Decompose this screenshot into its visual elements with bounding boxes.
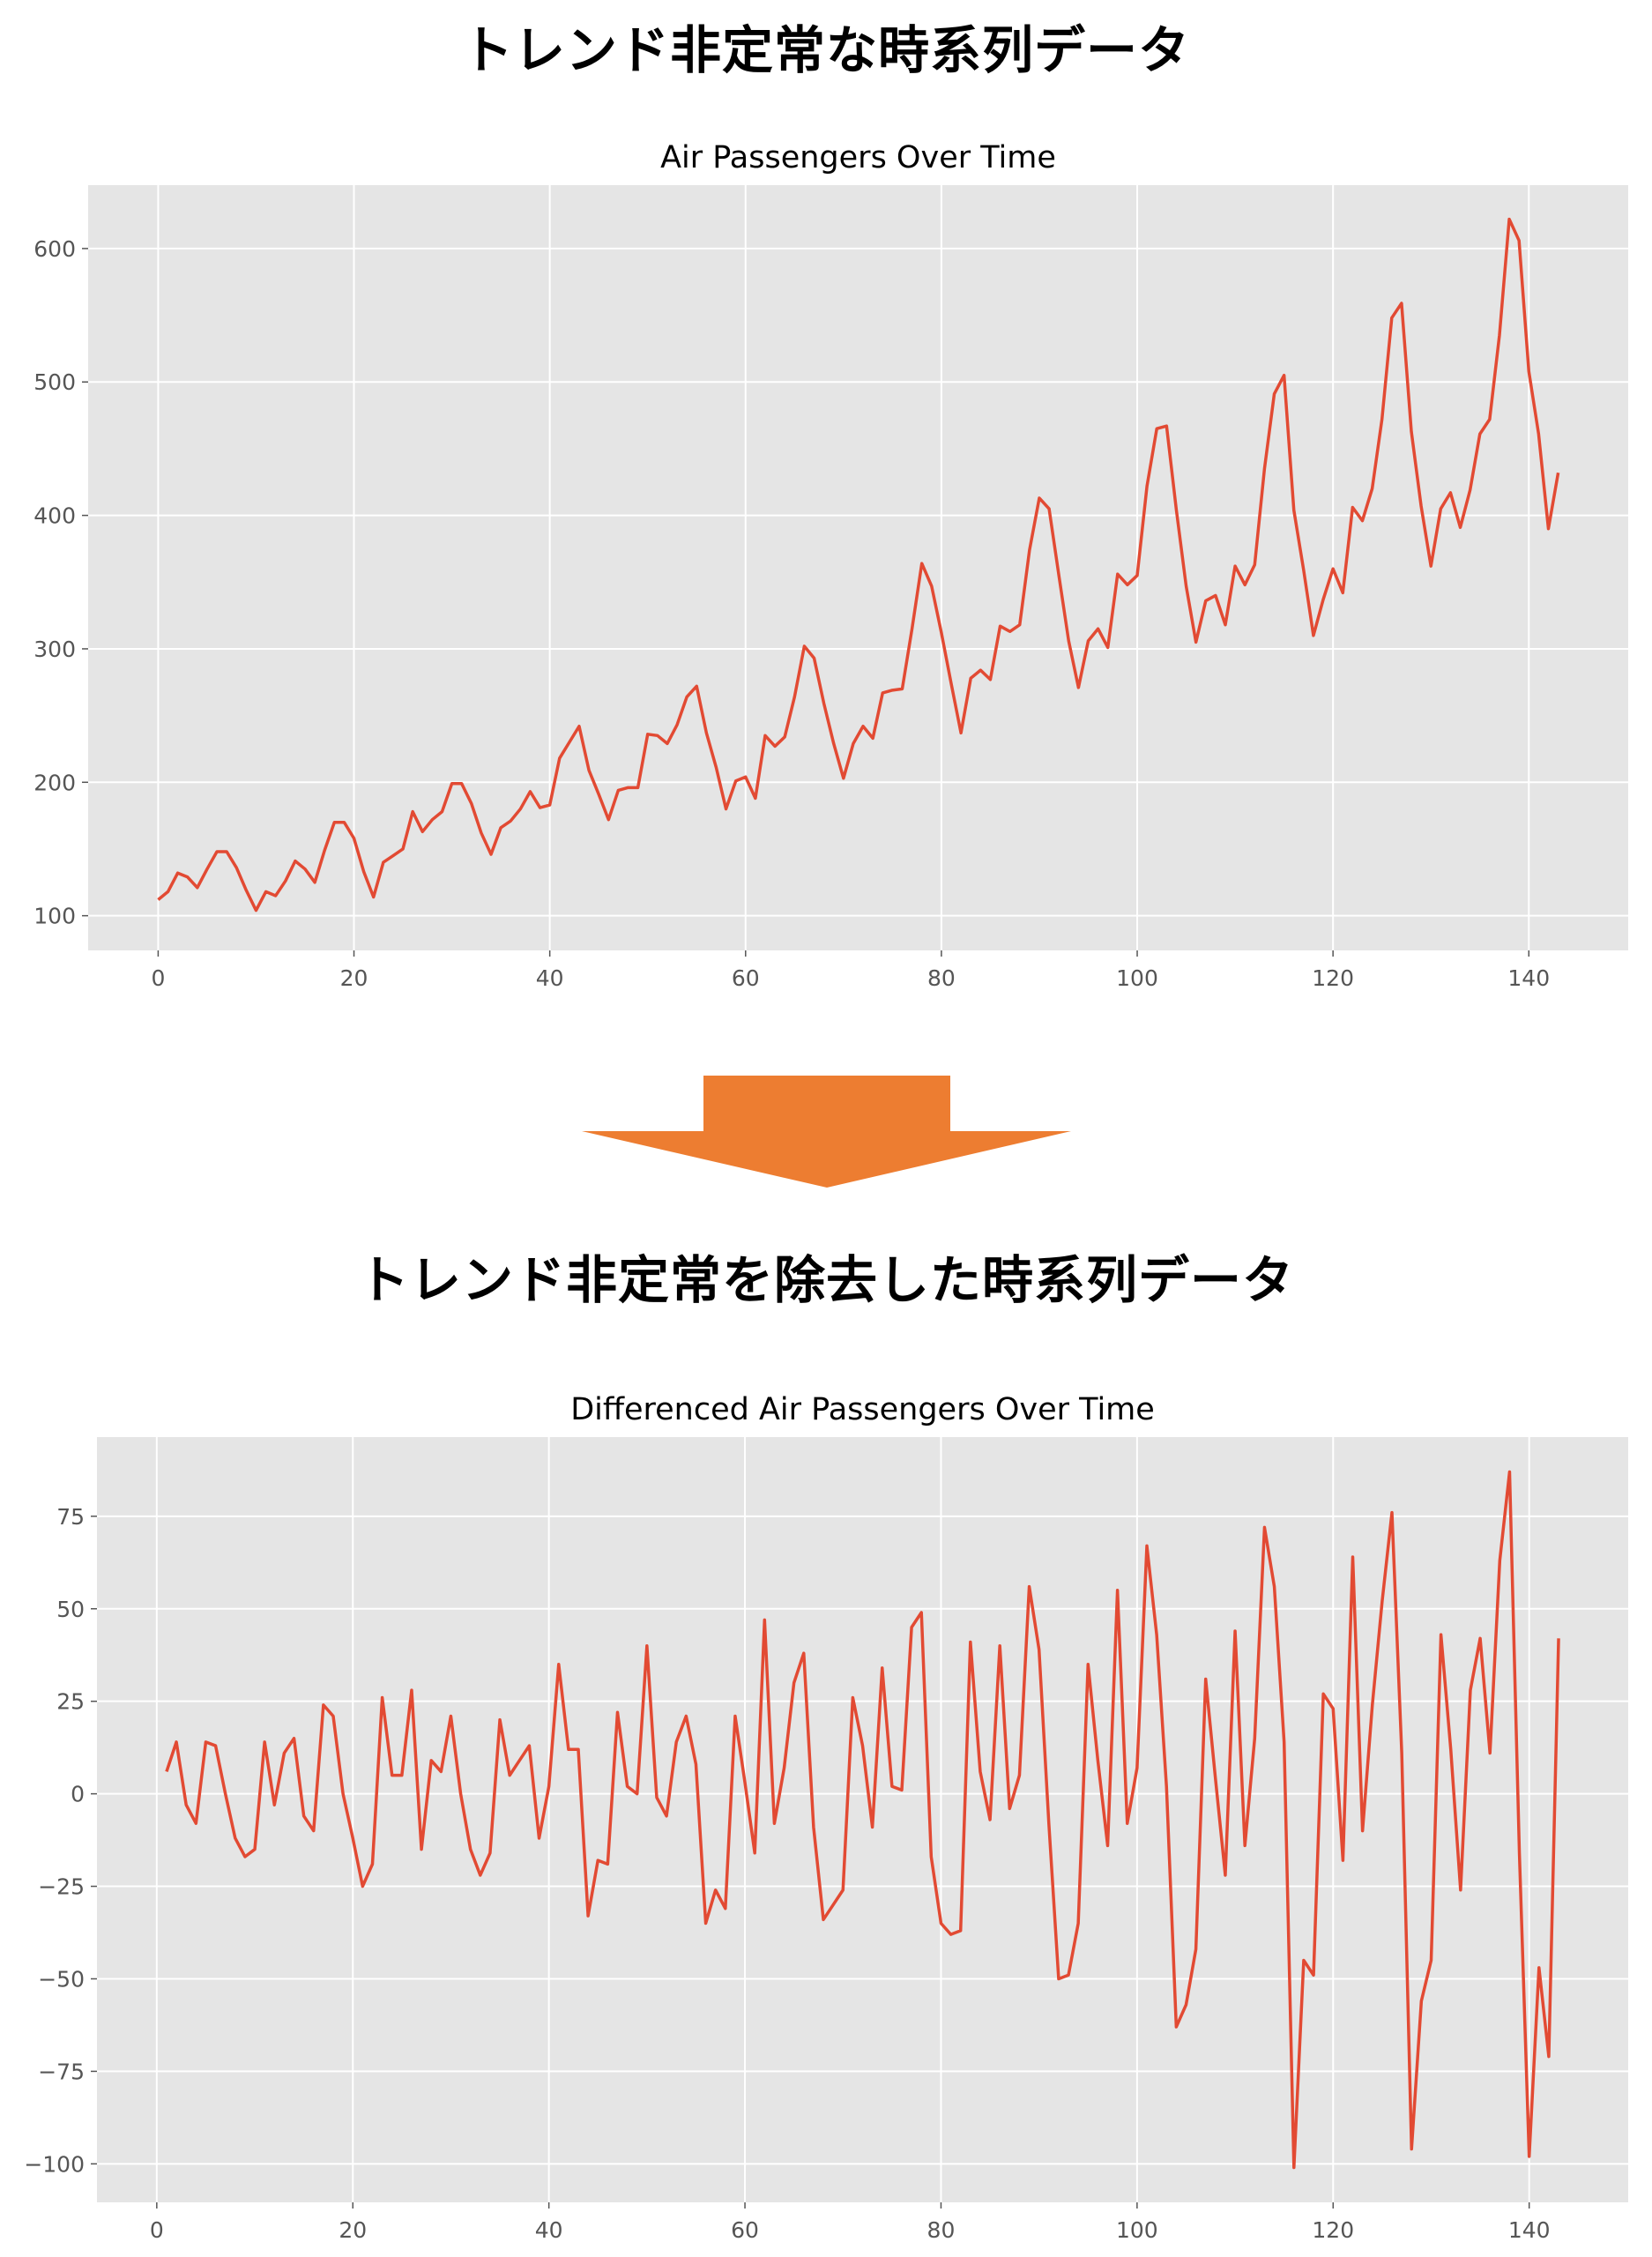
- heading-trend-nonstationary: トレンド非定常な時系列データ: [461, 20, 1190, 80]
- x-tick-label: 40: [536, 965, 564, 991]
- y-tick-label: 100: [33, 904, 76, 929]
- y-tick-label: 200: [33, 770, 76, 795]
- x-tick-label: 20: [340, 965, 368, 991]
- series-line: [165, 1470, 1560, 2170]
- x-tick-label: 60: [732, 965, 760, 991]
- x-tick-label: 120: [1312, 965, 1354, 991]
- x-tick-label: 60: [731, 2217, 759, 2243]
- air-passengers-chart: Air Passengers Over Time 0 20 40 60 80 100 120 1…: [33, 140, 1628, 991]
- down-arrow-shape: [582, 1076, 1071, 1188]
- y-tick-label: 300: [33, 637, 76, 662]
- y-tick-label: 50: [56, 1597, 85, 1622]
- y-tick-label: 75: [56, 1504, 85, 1530]
- x-tick-label: 140: [1508, 2217, 1551, 2243]
- x-tick-label: 0: [150, 2217, 164, 2243]
- plot-area: [88, 185, 1628, 950]
- x-tick-label: 120: [1312, 2217, 1354, 2243]
- x-tick-label: 20: [339, 2217, 367, 2243]
- differenced-air-passengers-chart: Differenced Air Passengers Over Time 0 20 4…: [24, 1392, 1628, 2243]
- y-tick-label: −25: [38, 1874, 85, 1900]
- x-tick-label: 140: [1507, 965, 1550, 991]
- heading-trend-removed: トレンド非定常を除去した時系列データ: [357, 1250, 1294, 1310]
- plot-area: [97, 1437, 1628, 2202]
- y-tick-label: 0: [71, 1782, 85, 1807]
- x-tick-label: 0: [151, 965, 165, 991]
- y-tick-label: −100: [24, 2151, 85, 2177]
- chart-title: Air Passengers Over Time: [660, 140, 1056, 175]
- y-tick-label: 400: [33, 503, 76, 529]
- down-arrow-icon: [582, 1076, 1071, 1188]
- chart-title: Differenced Air Passengers Over Time: [570, 1392, 1155, 1427]
- y-tick-label: 600: [33, 236, 76, 262]
- x-tick-label: 80: [927, 2217, 956, 2243]
- x-tick-label: 40: [535, 2217, 563, 2243]
- x-tick-label: 100: [1116, 2217, 1158, 2243]
- x-tick-label: 80: [927, 965, 956, 991]
- y-tick-label: 500: [33, 369, 76, 395]
- y-tick-label: 25: [56, 1689, 85, 1715]
- x-tick-label: 100: [1116, 965, 1158, 991]
- y-tick-label: −75: [38, 2059, 85, 2084]
- y-tick-label: −50: [38, 1966, 85, 1992]
- series-line: [157, 217, 1560, 912]
